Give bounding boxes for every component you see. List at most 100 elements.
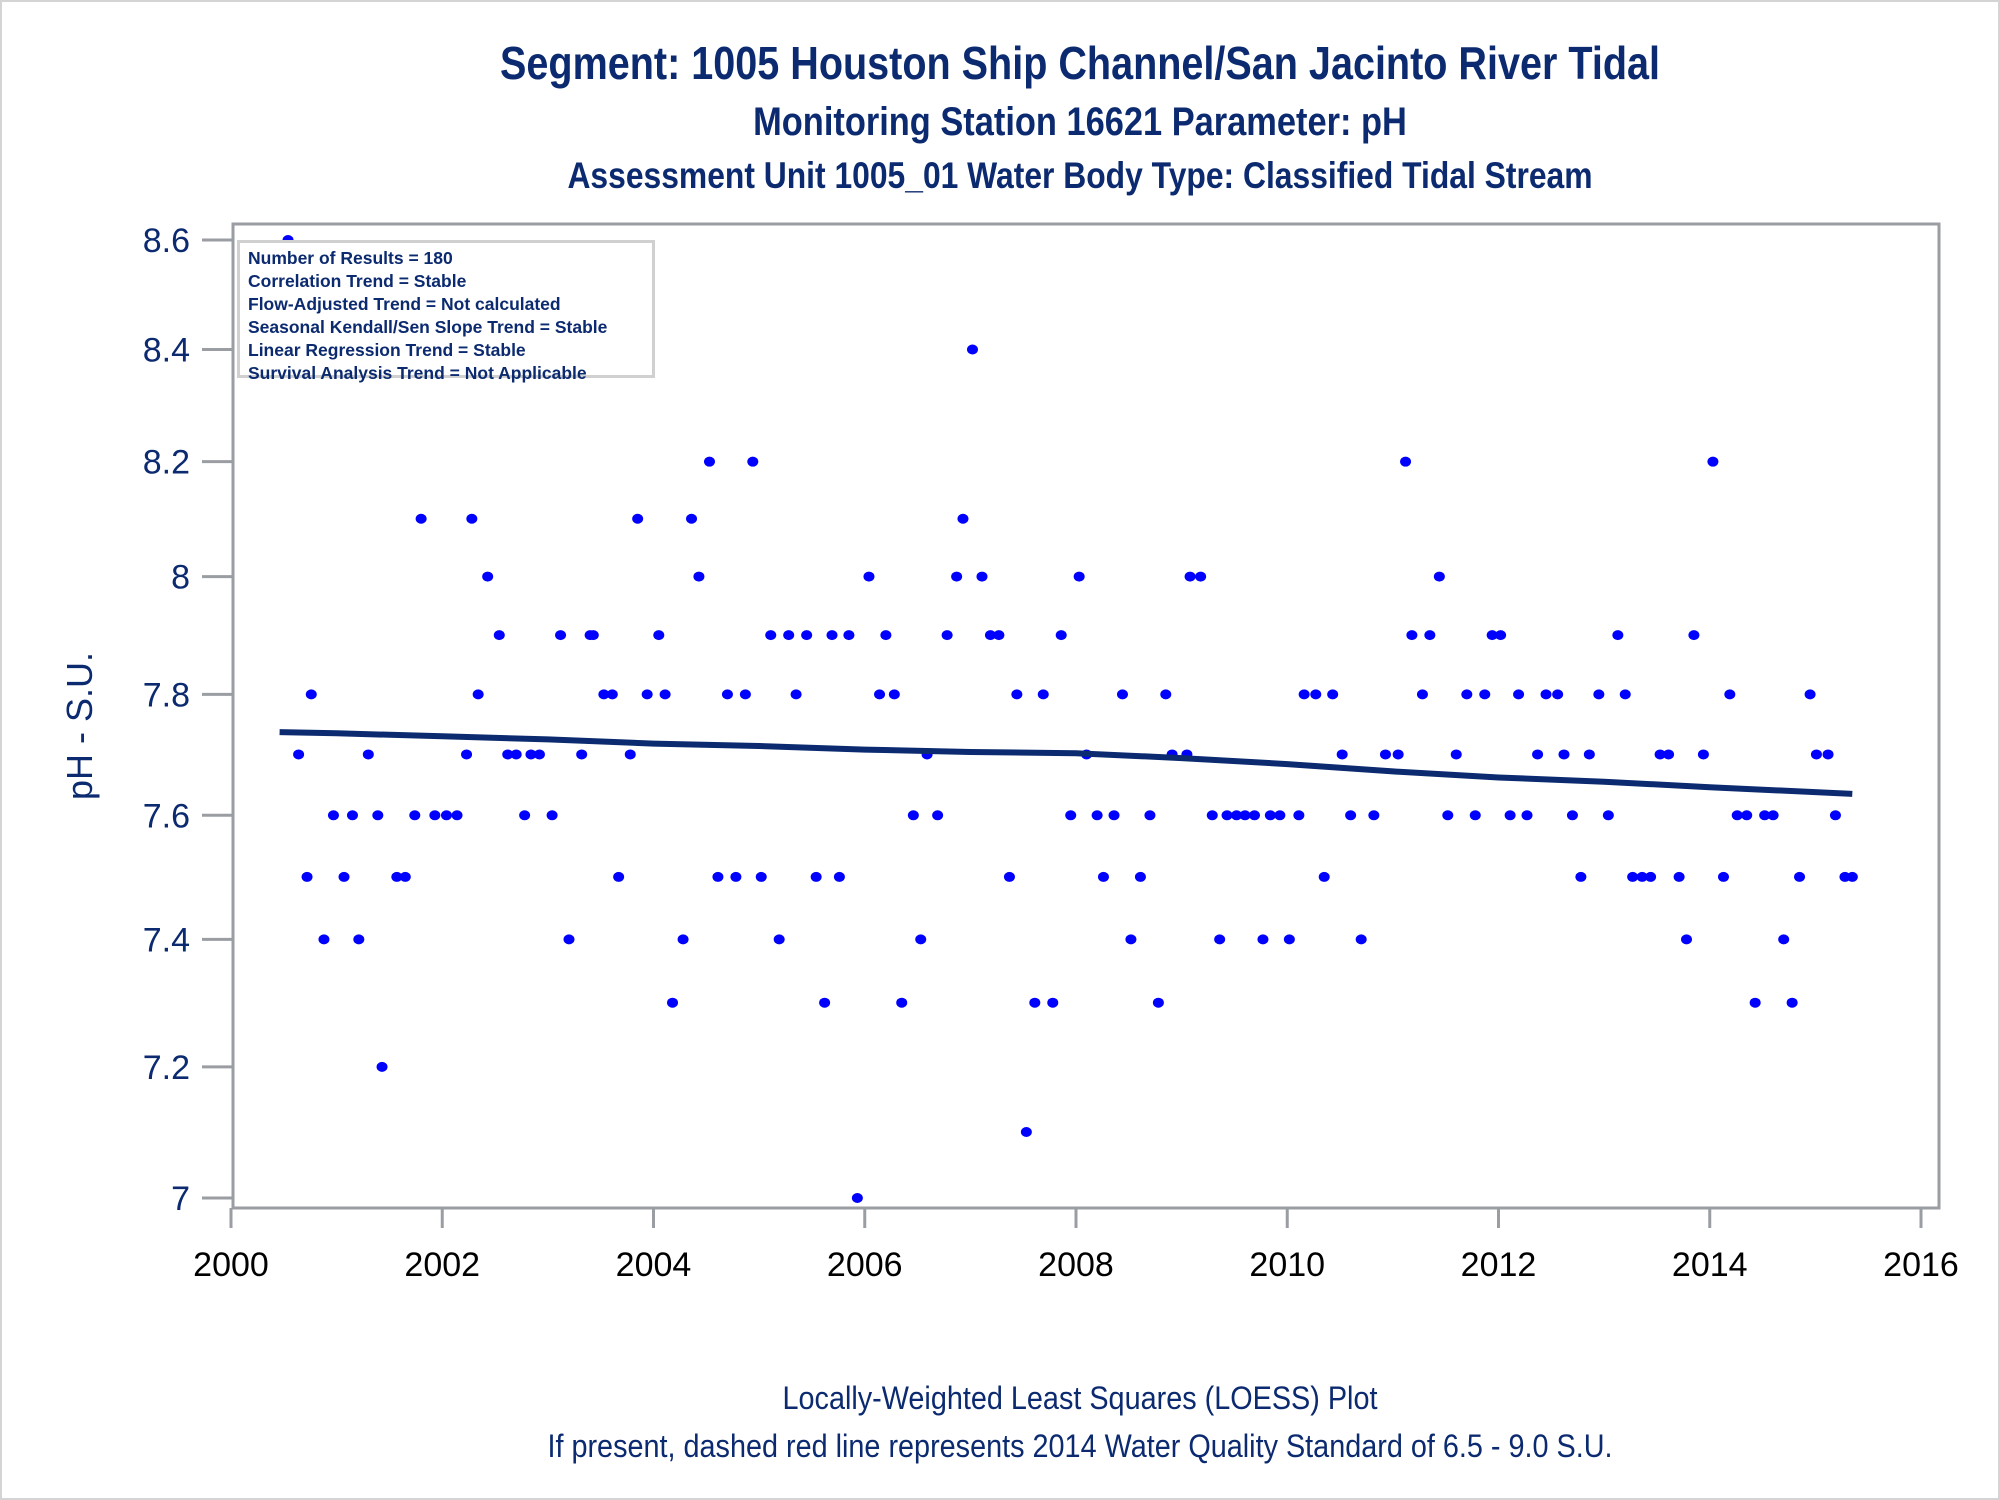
data-point xyxy=(641,689,653,700)
data-point xyxy=(1400,456,1412,467)
data-point xyxy=(293,749,305,760)
data-point xyxy=(755,871,767,882)
data-point xyxy=(1663,749,1675,760)
data-point xyxy=(587,630,599,641)
data-point xyxy=(1221,810,1233,821)
data-point xyxy=(1846,871,1858,882)
data-points xyxy=(270,235,1858,1203)
chart-subtitle-station: Monitoring Station 16621 Parameter: pH xyxy=(753,100,1407,144)
data-point xyxy=(1144,810,1156,821)
data-point xyxy=(624,749,636,760)
trend-stats-box: Number of Results = 180 Correlation Tren… xyxy=(237,240,655,383)
data-point xyxy=(632,513,644,524)
data-point xyxy=(1206,810,1218,821)
data-point xyxy=(1037,689,1049,700)
data-point xyxy=(1257,934,1269,945)
data-point xyxy=(1345,810,1357,821)
data-point xyxy=(1274,810,1286,821)
data-point xyxy=(1593,689,1605,700)
data-point xyxy=(440,810,452,821)
data-point xyxy=(305,689,317,700)
data-point xyxy=(391,871,403,882)
data-point xyxy=(327,810,339,821)
data-point xyxy=(1654,749,1666,760)
data-point xyxy=(1283,934,1295,945)
x-tick-label: 2000 xyxy=(193,1246,269,1284)
data-point xyxy=(1731,810,1743,821)
data-point xyxy=(773,934,785,945)
data-point xyxy=(653,630,665,641)
data-point xyxy=(1540,689,1552,700)
data-point xyxy=(1065,810,1077,821)
data-point xyxy=(472,689,484,700)
data-point xyxy=(1486,630,1498,641)
data-point xyxy=(461,749,473,760)
data-point xyxy=(984,630,996,641)
data-point xyxy=(957,513,969,524)
data-point xyxy=(1688,630,1700,641)
data-point xyxy=(362,749,374,760)
data-point xyxy=(1558,749,1570,760)
data-point xyxy=(801,630,813,641)
data-point xyxy=(493,630,505,641)
data-point xyxy=(563,934,575,945)
data-point xyxy=(1310,689,1322,700)
data-point xyxy=(525,749,537,760)
data-point xyxy=(353,934,365,945)
data-point xyxy=(1741,810,1753,821)
data-point xyxy=(1392,749,1404,760)
x-tick-label: 2012 xyxy=(1461,1246,1537,1284)
data-point xyxy=(1810,749,1822,760)
data-point xyxy=(819,997,831,1008)
data-point xyxy=(966,344,978,355)
data-point xyxy=(677,934,689,945)
data-point xyxy=(783,630,795,641)
x-axis: 2000 2002 2004 2006 2008 2010 2012 2014 2016 xyxy=(193,1208,1959,1284)
data-point xyxy=(1822,749,1834,760)
data-point xyxy=(1778,934,1790,945)
data-point xyxy=(1619,689,1631,700)
data-point xyxy=(1681,934,1693,945)
y-tick-label: 8 xyxy=(171,559,190,597)
data-point xyxy=(765,630,777,641)
data-point xyxy=(1406,630,1418,641)
data-point xyxy=(833,871,845,882)
data-point xyxy=(1636,871,1648,882)
data-point xyxy=(1318,871,1330,882)
y-tick-label: 8.4 xyxy=(143,332,190,370)
data-point xyxy=(1091,810,1103,821)
data-point xyxy=(346,810,358,821)
data-point xyxy=(1521,810,1533,821)
data-point xyxy=(1293,810,1305,821)
footnote-loess: Locally-Weighted Least Squares (LOESS) P… xyxy=(782,1380,1378,1416)
data-point xyxy=(1327,689,1339,700)
data-point xyxy=(376,1061,388,1072)
loess-line xyxy=(279,729,1853,797)
data-point xyxy=(1566,810,1578,821)
data-point xyxy=(1804,689,1816,700)
x-tick-label: 2002 xyxy=(404,1246,480,1284)
data-point xyxy=(451,810,463,821)
data-point xyxy=(851,1193,863,1203)
data-point xyxy=(546,810,558,821)
data-point xyxy=(1469,810,1481,821)
footnote-standard: If present, dashed red line represents 2… xyxy=(547,1428,1613,1464)
stat-linear-regression-trend: Linear Regression Trend = Stable xyxy=(248,340,526,360)
data-point xyxy=(1047,997,1059,1008)
data-point xyxy=(1794,871,1806,882)
data-point xyxy=(1108,810,1120,821)
data-point xyxy=(712,871,724,882)
data-point xyxy=(555,630,567,641)
y-tick-label: 7.6 xyxy=(143,797,190,835)
data-point xyxy=(1424,630,1436,641)
data-point xyxy=(863,571,875,582)
data-point xyxy=(874,689,886,700)
data-point xyxy=(1379,749,1391,760)
data-point xyxy=(907,810,919,821)
data-point xyxy=(1152,997,1164,1008)
data-point xyxy=(1160,689,1172,700)
y-tick-label: 7 xyxy=(171,1180,190,1218)
data-point xyxy=(1125,934,1137,945)
